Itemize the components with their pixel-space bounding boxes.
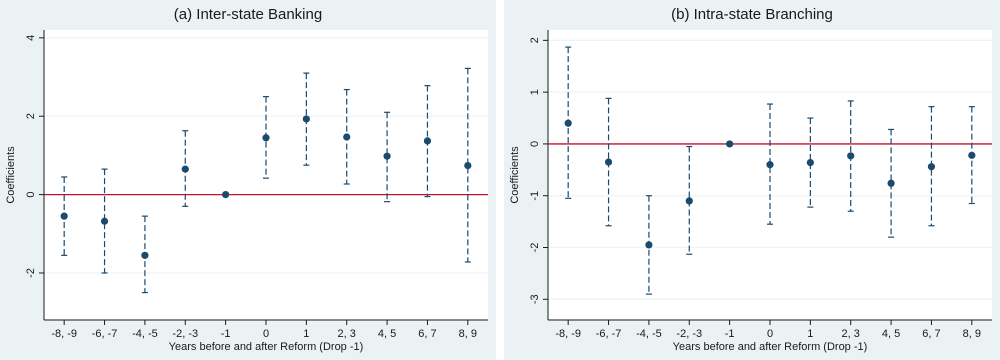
x-tick-label: -1 <box>221 328 231 340</box>
estimate-point <box>141 251 149 259</box>
x-tick-label: 6, 7 <box>418 328 436 340</box>
x-tick-label: -6, -7 <box>596 328 622 340</box>
plot-area <box>548 30 992 320</box>
estimate-point <box>343 133 351 141</box>
estimate-point <box>645 241 653 249</box>
y-axis-title: Coefficients <box>509 146 521 204</box>
plot-area <box>44 30 488 320</box>
y-tick-label: -3 <box>529 294 541 304</box>
chart-svg-intra-state: -3 -2 -1 0 1 2 -8, -9 -6, -7 -4, -5 -2, -3 -1 0 1 2, … <box>509 30 992 353</box>
estimate-point <box>968 151 976 159</box>
estimate-point <box>100 217 109 225</box>
x-tick-label: -8, -9 <box>555 328 581 340</box>
chart-title: (b) Intra-state Branching <box>671 6 833 23</box>
estimate-point <box>726 140 734 148</box>
y-tick-label: -2 <box>529 243 541 253</box>
estimate-point <box>181 165 189 173</box>
y-tick-label: 4 <box>25 35 37 41</box>
estimate-point <box>766 161 774 169</box>
x-tick-label: 4, 5 <box>378 328 396 340</box>
x-tick-label: 4, 5 <box>882 328 900 340</box>
y-tick-label: 1 <box>529 89 541 95</box>
x-tick-label: 8, 9 <box>459 328 477 340</box>
y-axis-title: Coefficients <box>5 146 17 204</box>
y-tick-label: 0 <box>529 141 541 147</box>
x-tick-label: 0 <box>767 328 773 340</box>
y-tick-label: 2 <box>25 113 37 119</box>
estimate-point <box>564 119 572 127</box>
estimate-point <box>927 163 936 171</box>
x-tick-label: 2, 3 <box>338 328 356 340</box>
estimate-point <box>423 137 432 145</box>
x-tick-label: -2, -3 <box>676 328 702 340</box>
x-tick-label: 8, 9 <box>963 328 981 340</box>
y-tick-label: -2 <box>25 268 37 278</box>
x-tick-label: -8, -9 <box>51 328 77 340</box>
estimate-point <box>60 212 68 220</box>
chart-panel-intra-state: (b) Intra-state Branching -3 -2 -1 0 1 2 -8, -… <box>504 0 1000 360</box>
estimate-point <box>847 152 855 160</box>
x-tick-label: -4, -5 <box>636 328 662 340</box>
x-tick-label: -2, -3 <box>172 328 198 340</box>
x-tick-label: 2, 3 <box>842 328 860 340</box>
estimate-point <box>464 161 472 170</box>
chart-panel-inter-state: (a) Inter-state Banking -2 0 2 4 -8, -9 -6, -… <box>0 0 496 360</box>
x-tick-label: 6, 7 <box>922 328 940 340</box>
x-axis-title: Years before and after Reform (Drop -1) <box>169 341 364 353</box>
estimate-point <box>887 179 895 187</box>
x-tick-label: 1 <box>807 328 813 340</box>
x-tick-label: 1 <box>303 328 309 340</box>
estimate-point <box>262 134 270 142</box>
x-tick-label: -1 <box>725 328 735 340</box>
estimate-point <box>806 158 814 167</box>
chart-svg-inter-state: -2 0 2 4 -8, -9 -6, -7 -4, -5 -2, -3 -1 0 1 2, 3 4, … <box>5 30 488 353</box>
estimate-point <box>222 190 230 199</box>
estimate-point <box>302 115 310 123</box>
estimate-point <box>383 152 391 160</box>
x-tick-label: -4, -5 <box>132 328 158 340</box>
y-tick-label: 2 <box>529 37 541 43</box>
estimate-point <box>604 158 613 166</box>
y-tick-label: -1 <box>529 191 541 201</box>
chart-title: (a) Inter-state Banking <box>173 6 323 23</box>
x-axis-title: Years before and after Reform (Drop -1) <box>673 341 868 353</box>
x-tick-label: -6, -7 <box>92 328 118 340</box>
x-tick-label: 0 <box>263 328 269 340</box>
y-tick-label: 0 <box>25 192 37 198</box>
estimate-point <box>685 197 693 205</box>
